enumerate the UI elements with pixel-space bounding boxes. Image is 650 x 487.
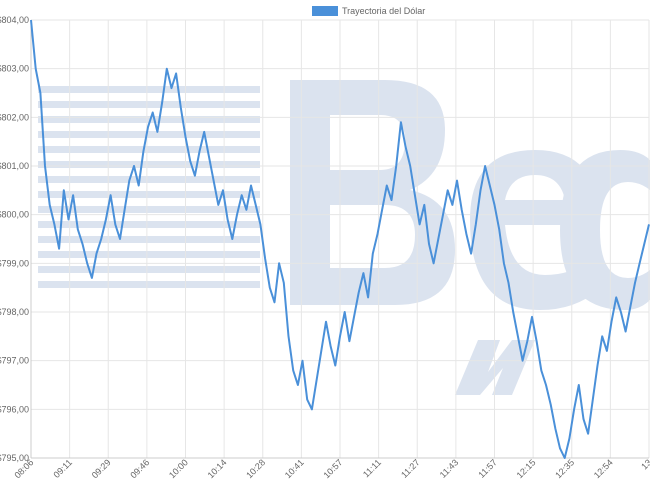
y-tick-label: $797,00	[0, 356, 29, 366]
y-tick-label: $801,00	[0, 161, 29, 171]
x-tick-label: 10:14	[206, 457, 229, 480]
watermark-letter-b	[290, 80, 455, 305]
watermark-stripe	[38, 191, 260, 198]
x-tick-label: 10:41	[283, 457, 306, 480]
x-tick-label: 11:43	[438, 457, 461, 480]
y-tick-label: $795,00	[0, 453, 29, 463]
watermark-stripe	[38, 146, 260, 153]
watermark-stripe	[38, 221, 260, 228]
x-tick-label: 09:29	[90, 457, 113, 480]
y-axis: $795,00 $796,00 $797,00 $798,00 $799,00 $800,…	[0, 15, 32, 463]
watermark-stripe	[38, 206, 260, 213]
watermark-logo	[38, 80, 650, 395]
watermark-stripe	[38, 116, 260, 123]
y-tick-label: $800,00	[0, 210, 29, 220]
y-tick-label: $803,00	[0, 64, 29, 74]
watermark-stripe	[38, 266, 260, 273]
x-tick-label: 12:35	[553, 457, 576, 480]
watermark-stripe	[38, 236, 260, 243]
x-tick-label: 12:15	[515, 457, 538, 480]
x-tick-label: 10:28	[244, 457, 267, 480]
x-axis: 08:06 09:11 09:29 09:46 10:00 10:14 10:28 10:41…	[12, 457, 650, 480]
x-tick-label: 11:27	[399, 457, 422, 480]
legend[interactable]: Trayectoria del Dólar	[312, 6, 425, 16]
y-tick-label: $802,00	[0, 112, 29, 122]
watermark-stripe	[38, 86, 260, 93]
legend-swatch[interactable]	[312, 6, 338, 16]
series-line	[30, 19, 650, 459]
watermark-stripe	[38, 176, 260, 183]
x-tick-label: 12:54	[592, 457, 615, 480]
watermark-stripe	[38, 101, 260, 108]
y-tick-label: $798,00	[0, 307, 29, 317]
x-tick-label: 10:00	[167, 457, 190, 480]
x-tick-label: 13	[639, 457, 650, 471]
watermark-stripe	[38, 131, 260, 138]
watermark-stripe	[38, 161, 260, 168]
x-tick-label: 11:11	[361, 457, 383, 479]
y-tick-label: $799,00	[0, 258, 29, 268]
x-tick-label: 09:46	[128, 457, 151, 480]
watermark-stripe	[38, 281, 260, 288]
x-tick-label: 10:57	[321, 457, 344, 480]
legend-label[interactable]: Trayectoria del Dólar	[342, 6, 425, 16]
x-tick-label: 09:11	[52, 457, 75, 480]
series-layer	[30, 19, 650, 459]
watermark-stripe	[38, 251, 260, 258]
y-tick-label: $804,00	[0, 15, 29, 25]
watermark-letter-c	[560, 150, 650, 310]
x-tick-label: 11:57	[476, 457, 499, 480]
y-tick-label: $796,00	[0, 404, 29, 414]
